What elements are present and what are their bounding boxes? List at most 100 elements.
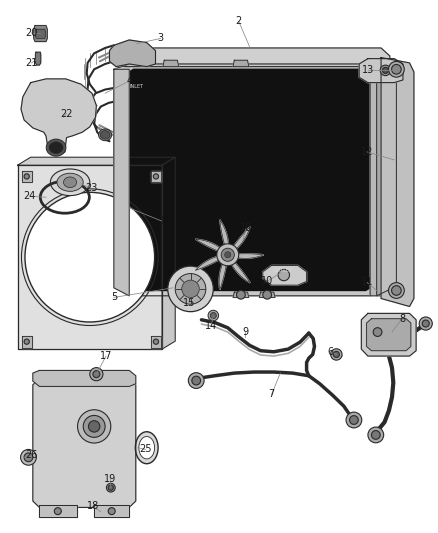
Text: 7: 7	[268, 390, 275, 399]
Circle shape	[350, 416, 358, 424]
Text: 5: 5	[111, 293, 117, 302]
Text: 8: 8	[399, 314, 405, 324]
Circle shape	[278, 269, 290, 281]
Circle shape	[182, 280, 199, 297]
Polygon shape	[381, 58, 414, 306]
Polygon shape	[163, 60, 179, 67]
Circle shape	[371, 431, 380, 439]
Circle shape	[210, 312, 216, 319]
Ellipse shape	[49, 142, 63, 154]
Text: 4: 4	[126, 76, 132, 86]
Circle shape	[368, 427, 384, 443]
Circle shape	[24, 339, 29, 344]
Circle shape	[221, 248, 234, 261]
Text: 10: 10	[261, 277, 273, 286]
Circle shape	[108, 507, 115, 515]
Circle shape	[21, 449, 36, 465]
Circle shape	[88, 421, 100, 432]
Text: 13: 13	[362, 66, 374, 75]
Circle shape	[225, 252, 231, 258]
Polygon shape	[110, 40, 155, 67]
Polygon shape	[94, 505, 129, 517]
Polygon shape	[35, 52, 41, 65]
Text: 22: 22	[60, 109, 73, 118]
Polygon shape	[220, 220, 229, 247]
Polygon shape	[120, 69, 379, 290]
Text: 25: 25	[139, 445, 152, 454]
Polygon shape	[259, 292, 275, 297]
Text: 3: 3	[158, 34, 164, 43]
Polygon shape	[263, 265, 307, 285]
Polygon shape	[114, 64, 385, 296]
Text: 18: 18	[87, 502, 99, 511]
Circle shape	[90, 368, 103, 381]
Text: 14: 14	[205, 321, 217, 331]
Circle shape	[188, 373, 204, 389]
Circle shape	[153, 339, 159, 344]
Circle shape	[217, 244, 239, 266]
Circle shape	[331, 349, 342, 360]
Polygon shape	[151, 171, 161, 182]
Circle shape	[175, 273, 206, 304]
Polygon shape	[359, 59, 403, 83]
Circle shape	[382, 67, 389, 74]
Polygon shape	[361, 313, 416, 356]
Ellipse shape	[50, 169, 90, 196]
Polygon shape	[232, 227, 250, 251]
Polygon shape	[22, 171, 32, 182]
Polygon shape	[22, 336, 32, 348]
Circle shape	[392, 286, 401, 295]
Polygon shape	[18, 157, 175, 165]
Polygon shape	[116, 48, 390, 67]
Polygon shape	[162, 157, 175, 349]
Circle shape	[419, 317, 432, 330]
Ellipse shape	[100, 131, 110, 139]
Text: 21: 21	[25, 58, 38, 68]
Text: 15: 15	[183, 298, 195, 308]
Text: 12: 12	[361, 147, 373, 157]
Circle shape	[24, 174, 29, 179]
Text: 11: 11	[361, 278, 373, 287]
Text: 17: 17	[100, 351, 112, 361]
Circle shape	[78, 410, 111, 443]
Circle shape	[153, 174, 159, 179]
Text: INLET: INLET	[129, 84, 143, 90]
Text: 23: 23	[85, 183, 97, 193]
Circle shape	[333, 351, 339, 358]
Circle shape	[24, 453, 33, 462]
Circle shape	[389, 61, 404, 77]
Ellipse shape	[99, 129, 112, 141]
Circle shape	[25, 192, 155, 322]
Circle shape	[392, 64, 401, 74]
Ellipse shape	[64, 177, 77, 188]
Text: 6: 6	[328, 347, 334, 357]
Polygon shape	[370, 64, 390, 296]
Circle shape	[54, 507, 61, 515]
Polygon shape	[33, 378, 136, 507]
Circle shape	[83, 415, 105, 438]
Ellipse shape	[135, 432, 158, 464]
Circle shape	[208, 310, 219, 321]
Polygon shape	[233, 292, 249, 297]
Circle shape	[106, 483, 115, 492]
Polygon shape	[195, 256, 221, 270]
Polygon shape	[233, 60, 249, 67]
Circle shape	[422, 320, 429, 327]
Circle shape	[237, 290, 245, 299]
Circle shape	[263, 290, 272, 299]
Polygon shape	[377, 67, 396, 296]
Polygon shape	[151, 336, 161, 348]
Circle shape	[93, 370, 100, 378]
Polygon shape	[18, 165, 162, 349]
Ellipse shape	[139, 437, 155, 459]
Circle shape	[168, 266, 213, 312]
Text: 1: 1	[159, 216, 165, 226]
Text: 24: 24	[24, 191, 36, 201]
Text: 19: 19	[104, 474, 117, 483]
Polygon shape	[21, 79, 96, 155]
Text: 20: 20	[25, 28, 38, 38]
Text: 26: 26	[25, 450, 38, 459]
Polygon shape	[195, 239, 222, 252]
Text: 9: 9	[242, 327, 248, 336]
Circle shape	[192, 376, 201, 385]
